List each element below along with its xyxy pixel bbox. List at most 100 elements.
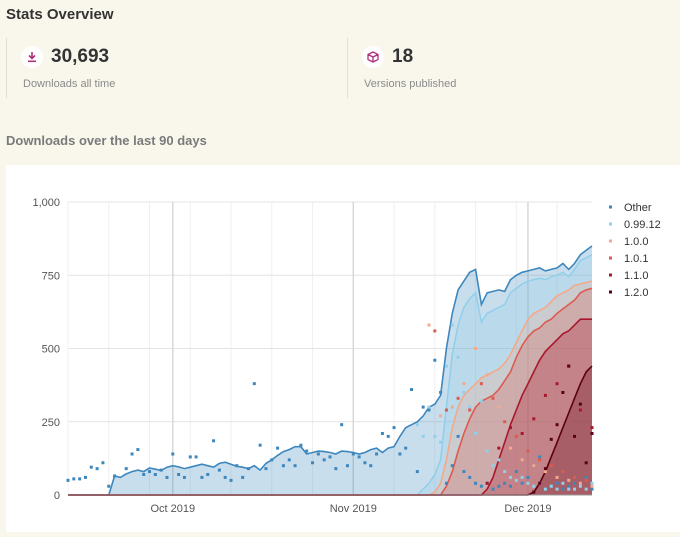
daily-point-1.0.0 bbox=[439, 414, 443, 418]
daily-point-1.0.0 bbox=[462, 382, 466, 386]
daily-point-Other bbox=[188, 455, 192, 459]
daily-point-Other bbox=[89, 465, 93, 469]
daily-point-1.2.0 bbox=[532, 490, 536, 494]
daily-point-Other bbox=[450, 464, 454, 468]
daily-point-Other bbox=[124, 467, 128, 471]
daily-point-Other bbox=[66, 478, 70, 482]
daily-point-Other bbox=[95, 467, 99, 471]
daily-point-1.0.1 bbox=[573, 475, 577, 479]
daily-point-0.99.12 bbox=[567, 487, 571, 491]
downloads-value: 30,693 bbox=[51, 46, 110, 67]
daily-point-Other bbox=[345, 464, 349, 468]
daily-point-Other bbox=[252, 382, 256, 386]
legend-marker-1.2.0 bbox=[609, 290, 612, 294]
daily-point-Other bbox=[113, 474, 117, 478]
x-tick-label: Dec 2019 bbox=[504, 503, 551, 515]
daily-point-1.0.1 bbox=[514, 434, 518, 438]
daily-point-Other bbox=[340, 423, 344, 427]
daily-point-Other bbox=[148, 470, 152, 474]
legend-marker-Other bbox=[609, 205, 612, 209]
daily-point-Other bbox=[287, 458, 291, 462]
daily-point-1.1.0 bbox=[520, 431, 524, 435]
daily-point-Other bbox=[555, 481, 559, 485]
stat-versions: 18 Versions published bbox=[348, 38, 680, 98]
cube-icon bbox=[362, 46, 384, 68]
daily-point-0.99.12 bbox=[468, 405, 472, 409]
x-tick-label: Oct 2019 bbox=[150, 503, 195, 515]
daily-point-Other bbox=[334, 467, 338, 471]
daily-point-Other bbox=[200, 475, 204, 479]
daily-point-Other bbox=[276, 446, 280, 450]
daily-point-0.99.12 bbox=[462, 390, 466, 394]
daily-point-Other bbox=[410, 388, 414, 392]
legend-marker-0.99.12 bbox=[609, 222, 612, 226]
daily-point-Other bbox=[153, 472, 157, 476]
daily-point-1.0.1 bbox=[433, 329, 437, 333]
daily-point-Other bbox=[526, 475, 530, 479]
daily-point-Other bbox=[363, 461, 367, 465]
daily-point-0.99.12 bbox=[543, 487, 547, 491]
daily-point-Other bbox=[72, 477, 76, 481]
daily-point-1.0.0 bbox=[578, 481, 582, 485]
daily-point-Other bbox=[351, 452, 355, 456]
daily-point-1.2.0 bbox=[567, 364, 571, 368]
daily-point-1.0.1 bbox=[503, 420, 507, 424]
daily-point-1.0.0 bbox=[532, 464, 536, 468]
daily-point-0.99.12 bbox=[514, 478, 518, 482]
daily-point-1.0.0 bbox=[508, 446, 512, 450]
daily-point-0.99.12 bbox=[439, 440, 443, 444]
daily-point-Other bbox=[101, 461, 105, 465]
downloads-chart-card: 0 250 500 750 1,000 Oct 2019 Nov 2019 Dec 2019 … bbox=[6, 165, 680, 532]
y-tick-label: 0 bbox=[54, 490, 60, 502]
daily-point-Other bbox=[538, 455, 542, 459]
series-line-1.0.1 bbox=[68, 287, 593, 496]
daily-point-Other bbox=[177, 472, 181, 476]
daily-point-Other bbox=[433, 358, 437, 362]
daily-point-Other bbox=[159, 468, 163, 472]
daily-point-1.0.1 bbox=[456, 396, 460, 400]
daily-point-0.99.12 bbox=[444, 364, 448, 368]
daily-point-Other bbox=[212, 439, 216, 443]
daily-point-Other bbox=[264, 467, 268, 471]
daily-point-0.99.12 bbox=[573, 487, 577, 491]
daily-point-Other bbox=[427, 408, 431, 412]
daily-point-0.99.12 bbox=[532, 484, 536, 488]
daily-point-1.1.0 bbox=[578, 408, 582, 412]
daily-point-1.0.0 bbox=[497, 405, 501, 409]
series-area-Other bbox=[68, 246, 592, 495]
daily-point-1.0.1 bbox=[526, 449, 530, 453]
daily-point-Other bbox=[508, 484, 512, 488]
daily-point-0.99.12 bbox=[497, 458, 501, 462]
section-title: Downloads over the last 90 days bbox=[6, 133, 207, 148]
daily-point-Other bbox=[258, 443, 262, 447]
daily-point-Other bbox=[439, 390, 443, 394]
daily-point-Other bbox=[573, 481, 577, 485]
daily-point-0.99.12 bbox=[520, 475, 524, 479]
series-area-1.1.0 bbox=[68, 319, 592, 495]
y-tick-label: 1,000 bbox=[32, 197, 60, 209]
daily-point-1.2.0 bbox=[555, 423, 559, 427]
daily-point-Other bbox=[590, 487, 594, 491]
x-tick-label: Nov 2019 bbox=[330, 503, 377, 515]
daily-point-Other bbox=[514, 470, 518, 474]
daily-point-Other bbox=[270, 458, 274, 462]
stats-row: 30,693 Downloads all time 18 Versions pu… bbox=[6, 38, 680, 98]
legend-marker-1.0.1 bbox=[609, 256, 612, 260]
daily-point-1.1.0 bbox=[543, 393, 547, 397]
daily-point-Other bbox=[392, 426, 396, 430]
daily-point-1.0.1 bbox=[479, 382, 483, 386]
daily-point-Other bbox=[165, 475, 169, 479]
daily-point-Other bbox=[136, 448, 140, 452]
daily-point-Other bbox=[328, 455, 332, 459]
daily-point-1.1.0 bbox=[555, 382, 559, 386]
daily-point-Other bbox=[561, 487, 565, 491]
y-tick-label: 500 bbox=[42, 344, 60, 356]
legend-label-1.2.0: 1.2.0 bbox=[624, 287, 648, 299]
daily-point-1.0.1 bbox=[491, 396, 495, 400]
daily-point-Other bbox=[223, 475, 227, 479]
versions-label: Versions published bbox=[364, 78, 457, 90]
daily-point-1.0.1 bbox=[584, 478, 588, 482]
daily-point-1.2.0 bbox=[538, 481, 542, 485]
daily-point-Other bbox=[182, 475, 186, 479]
